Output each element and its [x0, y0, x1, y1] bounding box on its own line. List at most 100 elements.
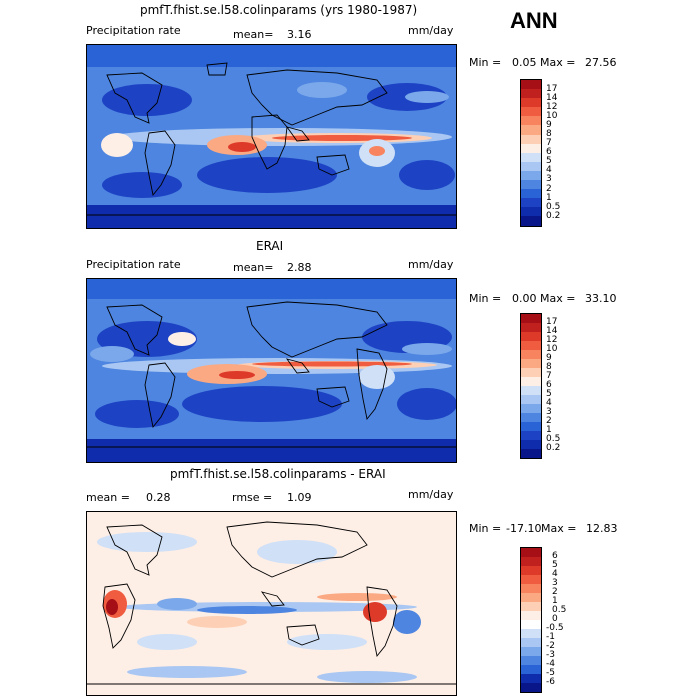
panel1-colorbar-tick: 12 — [546, 102, 558, 112]
panel1-colorbar-tick: 4 — [546, 165, 552, 175]
panel3-colorbar-tick: -2 — [546, 641, 555, 651]
panel1-colorbar-swatch — [521, 80, 541, 90]
panel2-map — [86, 278, 457, 463]
panel2-colorbar-swatch — [521, 350, 541, 359]
panel1-colorbar-swatch — [521, 216, 541, 226]
panel3-min-value: -17.10 — [506, 522, 542, 535]
panel2-map-field — [87, 279, 456, 462]
panel1-title: pmfT.fhist.se.l58.colinparams (yrs 1980-… — [140, 3, 418, 17]
panel3-map-field — [87, 512, 456, 695]
panel1-colorbar-swatch — [521, 89, 541, 99]
panel2-colorbar-tick: 2 — [546, 416, 552, 426]
panel2-colorbar-swatch — [521, 395, 541, 404]
panel2-colorbar-tick: 7 — [546, 371, 552, 381]
panel1-max-label: Max = — [540, 56, 576, 69]
panel3-colorbar-swatch — [521, 674, 541, 683]
panel1-colorbar-swatch — [521, 170, 541, 181]
panel2-min-label: Min = — [469, 292, 502, 305]
panel3-colorbar-tick: 2 — [552, 587, 558, 597]
panel1-colorbar-swatch — [521, 116, 541, 126]
panel3-colorbar-swatch — [521, 656, 541, 665]
panel3-rmse-label: rmse = — [232, 491, 273, 504]
panel2-field-label: Precipitation rate — [86, 258, 181, 271]
panel1-colorbar-tick: 3 — [546, 174, 552, 184]
panel3-colorbar-swatch — [521, 548, 541, 557]
panel2-colorbar-tick: 14 — [546, 326, 558, 336]
panel2-mean-value: 2.88 — [287, 261, 312, 274]
panel1-colorbar-swatch — [521, 198, 541, 208]
panel2-colorbar-swatch — [521, 359, 541, 368]
panel1-mean-value: 3.16 — [287, 28, 312, 41]
panel1-min-label: Min = — [469, 56, 502, 69]
panel1-colorbar-swatch — [521, 134, 541, 144]
panel1-min-value: 0.05 — [512, 56, 537, 69]
panel1-field-label: Precipitation rate — [86, 24, 181, 37]
panel3-rmse-value: 1.09 — [287, 491, 312, 504]
panel1-colorbar-swatch — [521, 180, 541, 190]
panel2-colorbar-swatch — [521, 422, 541, 431]
panel3-colorbar-swatch — [521, 620, 541, 629]
panel3-colorbar-swatch — [521, 611, 541, 620]
panel3-colorbar-tick: 0.5 — [552, 605, 567, 615]
panel3-colorbar-tick: -4 — [546, 659, 555, 669]
panel3-colorbar-swatch — [521, 665, 541, 674]
panel2-colorbar-tick: 10 — [546, 344, 558, 354]
panel3-colorbar-tick: -0.5 — [546, 623, 564, 633]
panel1-colorbar-tick: 0.5 — [546, 202, 561, 212]
panel1-colorbar-tick: 8 — [546, 129, 552, 139]
panel2-colorbar — [520, 313, 542, 459]
panel1-colorbar-tick: 14 — [546, 93, 558, 103]
panel1-colorbar-tick: 7 — [546, 138, 552, 148]
panel3-max-value: 12.83 — [586, 522, 618, 535]
panel1-colorbar-tick: 5 — [546, 156, 552, 166]
panel3-colorbar-swatch — [521, 647, 541, 656]
panel3-colorbar-tick: 5 — [552, 560, 558, 570]
panel3-colorbar-tick: 0 — [552, 614, 558, 624]
panel2-max-label: Max = — [540, 292, 576, 305]
panel2-colorbar-swatch — [521, 449, 541, 458]
panel2-colorbar-swatch — [521, 377, 541, 386]
panel3-colorbar-tick: -1 — [546, 632, 555, 642]
panel3-units: mm/day — [408, 488, 454, 501]
panel1-colorbar-swatch — [521, 152, 541, 162]
panel1-colorbar — [520, 79, 542, 227]
panel2-max-value: 33.10 — [585, 292, 617, 305]
panel1-colorbar-tick: 1 — [546, 193, 552, 203]
panel2-colorbar-tick: 4 — [546, 398, 552, 408]
panel3-colorbar-swatch — [521, 638, 541, 647]
panel2-colorbar-swatch — [521, 440, 541, 449]
panel2-colorbar-tick: 8 — [546, 362, 552, 372]
panel2-min-value: 0.00 — [512, 292, 537, 305]
panel3-colorbar-swatch — [521, 566, 541, 575]
panel2-colorbar-swatch — [521, 368, 541, 377]
panel2-colorbar-tick: 9 — [546, 353, 552, 363]
panel3-colorbar-tick: 1 — [552, 596, 558, 606]
panel3-colorbar-tick: 3 — [552, 578, 558, 588]
panel1-colorbar-tick: 10 — [546, 111, 558, 121]
panel3-colorbar-tick: 6 — [552, 551, 558, 561]
panel3-colorbar — [520, 547, 542, 693]
panel1-map-field — [87, 45, 456, 228]
panel3-colorbar-swatch — [521, 557, 541, 566]
panel2-mean-label: mean= — [233, 261, 274, 274]
panel2-colorbar-tick: 17 — [546, 317, 558, 327]
panel1-colorbar-tick: 6 — [546, 147, 552, 157]
panel3-colorbar-tick: -6 — [546, 677, 555, 687]
panel2-colorbar-tick: 1 — [546, 425, 552, 435]
panel3-colorbar-swatch — [521, 584, 541, 593]
panel2-colorbar-tick: 0.2 — [546, 443, 561, 453]
panel1-colorbar-swatch — [521, 107, 541, 117]
panel2-colorbar-swatch — [521, 413, 541, 422]
panel3-colorbar-tick: -3 — [546, 650, 555, 660]
panel3-colorbar-swatch — [521, 593, 541, 602]
panel2-units: mm/day — [408, 258, 454, 271]
panel2-colorbar-swatch — [521, 386, 541, 395]
panel1-colorbar-swatch — [521, 161, 541, 171]
panel1-colorbar-tick: 9 — [546, 120, 552, 130]
panel1-max-value: 27.56 — [585, 56, 617, 69]
panel1-colorbar-tick: 17 — [546, 84, 558, 94]
panel1-units: mm/day — [408, 24, 454, 37]
panel1-colorbar-swatch — [521, 189, 541, 199]
panel2-colorbar-tick: 5 — [546, 389, 552, 399]
panel3-min-label: Min = — [469, 522, 502, 535]
